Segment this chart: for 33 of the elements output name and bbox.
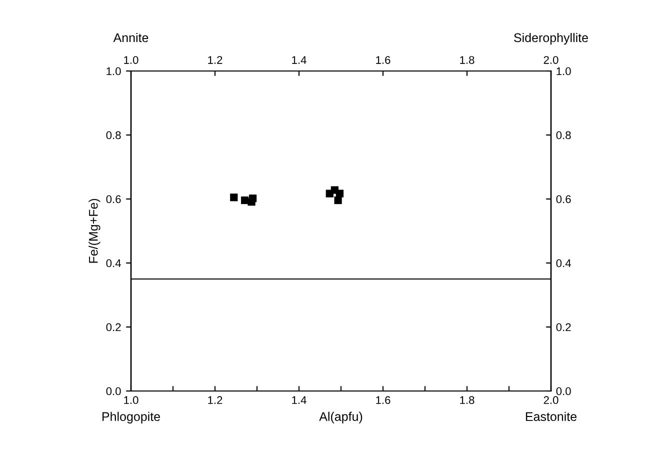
x-tick-label: 1.2 <box>208 396 222 404</box>
text: Phlogopite <box>102 412 160 424</box>
y-tick-label: 0.8 <box>106 131 121 140</box>
text: Eastonite <box>526 412 577 422</box>
y2-tick-label: 0.8 <box>556 131 571 140</box>
text: Annite <box>113 32 148 42</box>
x2-tick-label: 2.0 <box>544 56 558 64</box>
point <box>336 190 344 198</box>
y2-tick-label: 1.0 <box>556 67 571 76</box>
y2-tick-label: 0.0 <box>556 387 571 396</box>
x2-tick-label: 1.4 <box>292 56 306 64</box>
x-tick-label: 2.0 <box>544 396 558 404</box>
x-axis-title: Al(apfu) <box>319 412 362 424</box>
y-tick-label: 0.6 <box>106 195 121 204</box>
x2-tick-label: 1.6 <box>376 56 390 64</box>
y-tick-label: 0.4 <box>106 259 121 268</box>
y2-tick-label: 0.6 <box>556 195 571 204</box>
y-axis-title: Fe/(Mg+Fe) <box>88 198 100 263</box>
x-tick-label: 1.8 <box>460 396 474 404</box>
y-tick-label: 0.0 <box>106 387 121 396</box>
x-tick-label: 1.6 <box>376 396 390 404</box>
x-tick-label: 1.4 <box>292 396 306 404</box>
y2-tick-label: 0.4 <box>556 259 571 268</box>
x2-tick-label: 1.8 <box>460 56 474 64</box>
point <box>248 194 257 202</box>
x-tick-label: 1.0 <box>124 396 138 404</box>
y2-tick-label: 0.2 <box>556 323 571 332</box>
y-tick-label: 1.0 <box>106 67 121 76</box>
point <box>230 194 238 202</box>
x2-tick-label: 1.0 <box>124 56 138 64</box>
y-tick-label: 0.2 <box>106 323 121 332</box>
x2-tick-label: 1.2 <box>208 56 222 64</box>
text: Siderophyllite <box>514 32 588 45</box>
